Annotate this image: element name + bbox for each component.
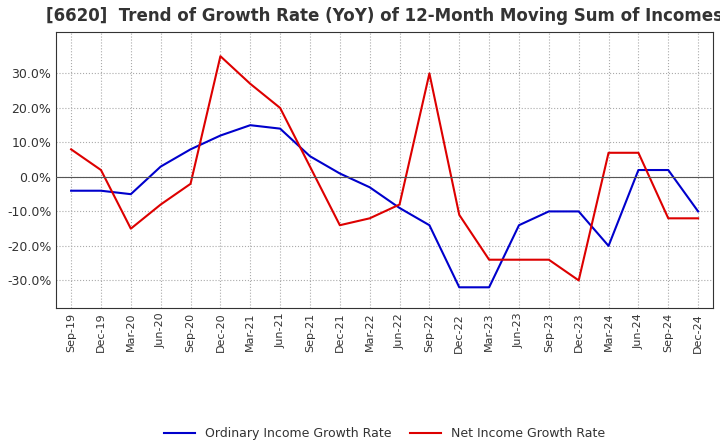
Net Income Growth Rate [455, 212, 464, 217]
Net Income Growth Rate [96, 167, 105, 172]
Ordinary Income Growth Rate [156, 164, 165, 169]
Net Income Growth Rate [664, 216, 672, 221]
Ordinary Income Growth Rate [365, 185, 374, 190]
Ordinary Income Growth Rate [336, 171, 344, 176]
Ordinary Income Growth Rate [544, 209, 553, 214]
Ordinary Income Growth Rate [634, 167, 643, 172]
Net Income Growth Rate [336, 223, 344, 228]
Ordinary Income Growth Rate [67, 188, 76, 193]
Line: Net Income Growth Rate: Net Income Growth Rate [71, 56, 698, 280]
Legend: Ordinary Income Growth Rate, Net Income Growth Rate: Ordinary Income Growth Rate, Net Income … [158, 422, 611, 440]
Ordinary Income Growth Rate [127, 191, 135, 197]
Ordinary Income Growth Rate [575, 209, 583, 214]
Ordinary Income Growth Rate [425, 223, 433, 228]
Line: Ordinary Income Growth Rate: Ordinary Income Growth Rate [71, 125, 698, 287]
Net Income Growth Rate [515, 257, 523, 262]
Net Income Growth Rate [575, 278, 583, 283]
Net Income Growth Rate [634, 150, 643, 155]
Ordinary Income Growth Rate [455, 285, 464, 290]
Net Income Growth Rate [186, 181, 195, 187]
Ordinary Income Growth Rate [664, 167, 672, 172]
Net Income Growth Rate [395, 202, 404, 207]
Net Income Growth Rate [127, 226, 135, 231]
Net Income Growth Rate [694, 216, 703, 221]
Net Income Growth Rate [485, 257, 493, 262]
Ordinary Income Growth Rate [395, 205, 404, 211]
Net Income Growth Rate [67, 147, 76, 152]
Ordinary Income Growth Rate [604, 243, 613, 249]
Net Income Growth Rate [246, 81, 255, 86]
Ordinary Income Growth Rate [276, 126, 284, 131]
Net Income Growth Rate [216, 54, 225, 59]
Ordinary Income Growth Rate [306, 154, 315, 159]
Net Income Growth Rate [156, 202, 165, 207]
Net Income Growth Rate [544, 257, 553, 262]
Ordinary Income Growth Rate [485, 285, 493, 290]
Ordinary Income Growth Rate [246, 123, 255, 128]
Ordinary Income Growth Rate [186, 147, 195, 152]
Ordinary Income Growth Rate [96, 188, 105, 193]
Net Income Growth Rate [604, 150, 613, 155]
Ordinary Income Growth Rate [515, 223, 523, 228]
Net Income Growth Rate [365, 216, 374, 221]
Net Income Growth Rate [306, 164, 315, 169]
Ordinary Income Growth Rate [216, 133, 225, 138]
Net Income Growth Rate [276, 105, 284, 110]
Ordinary Income Growth Rate [694, 209, 703, 214]
Title: [6620]  Trend of Growth Rate (YoY) of 12-Month Moving Sum of Incomes: [6620] Trend of Growth Rate (YoY) of 12-… [46, 7, 720, 25]
Net Income Growth Rate [425, 71, 433, 76]
